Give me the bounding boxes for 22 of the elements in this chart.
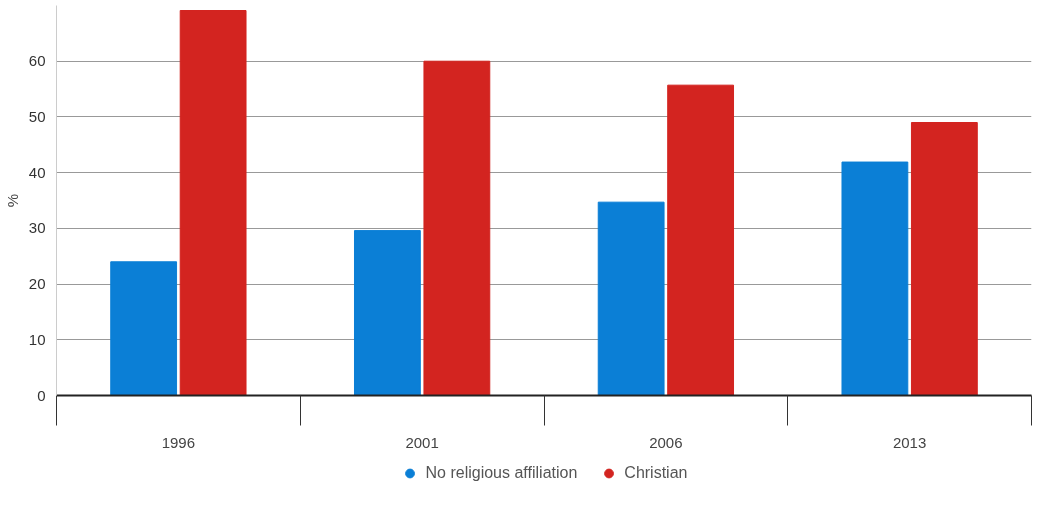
bar [667,84,735,396]
y-tick-label: 0 [37,386,46,404]
bar [910,122,978,396]
bar [423,60,491,396]
y-tick-label: 30 [28,219,46,237]
y-tick-label: 50 [28,107,46,125]
y-tick-label: 10 [28,330,46,348]
y-tick-label: 20 [28,275,46,293]
bar [597,201,665,396]
bar [110,261,178,396]
x-tick-label: 1996 [161,433,196,451]
x-tick-label: 2006 [649,433,683,451]
legend-label: Christian [624,463,688,482]
y-tick-label: 60 [28,52,46,70]
bar [179,10,247,396]
legend-label: No religious affiliation [425,463,578,482]
x-tick-label: 2013 [892,433,927,451]
bar [841,161,909,396]
bar [353,230,421,396]
y-tick-label: 40 [28,163,46,181]
y-axis-title: % [3,193,21,208]
x-tick-label: 2001 [405,433,439,451]
